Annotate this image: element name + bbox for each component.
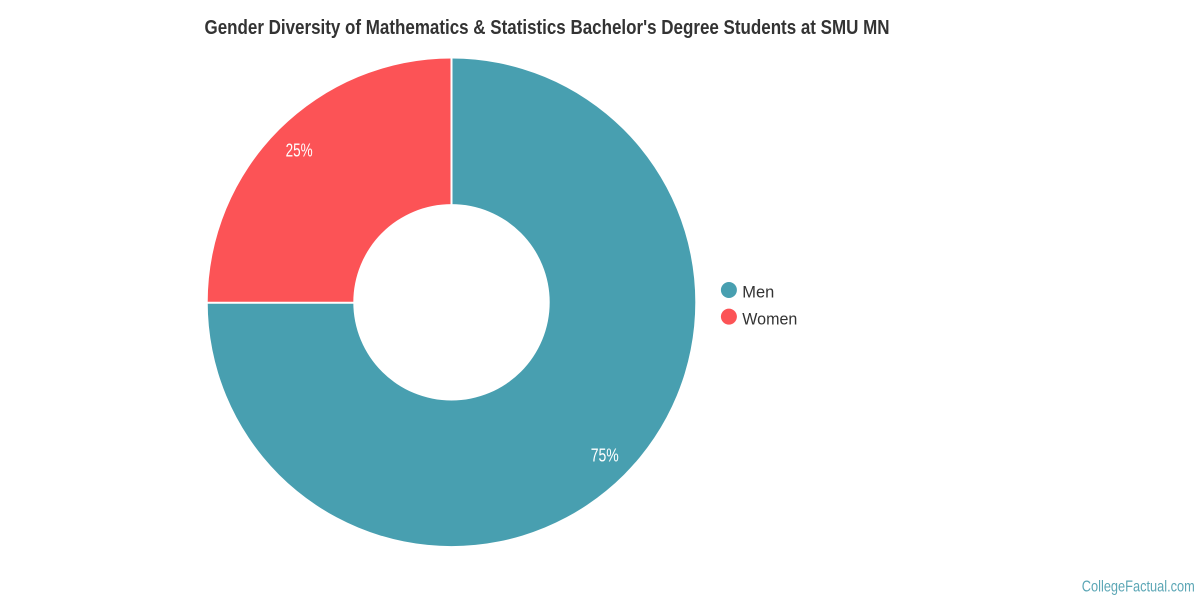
svg-text:25%: 25% (286, 141, 313, 161)
svg-text:CollegeFactual.com: CollegeFactual.com (1082, 579, 1195, 596)
svg-text:75%: 75% (591, 446, 619, 466)
svg-text:Women: Women (742, 310, 797, 329)
svg-text:Gender Diversity of Mathematic: Gender Diversity of Mathematics & Statis… (205, 17, 890, 39)
svg-text:Men: Men (742, 283, 774, 302)
